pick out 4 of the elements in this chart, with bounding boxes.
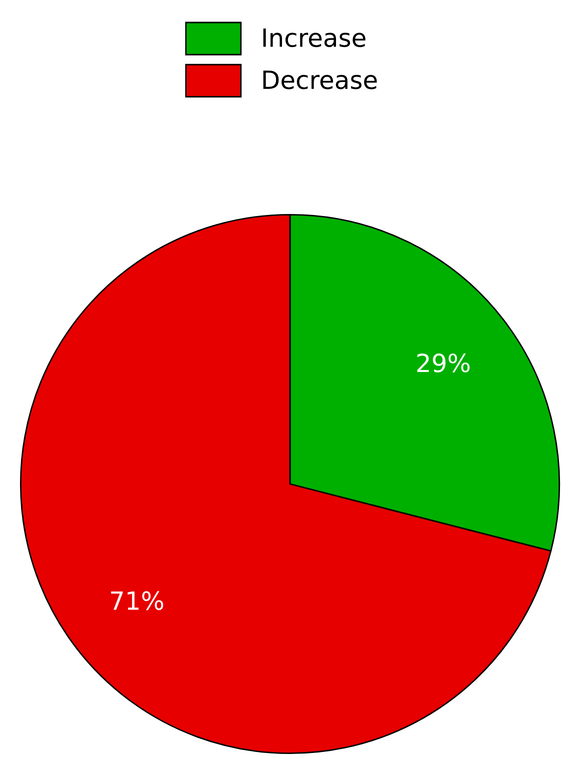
data-label: 71% — [111, 591, 164, 610]
legend-label: Decrease — [263, 70, 377, 90]
data-label: 29% — [417, 354, 470, 372]
legend-label: Increase — [263, 28, 366, 48]
